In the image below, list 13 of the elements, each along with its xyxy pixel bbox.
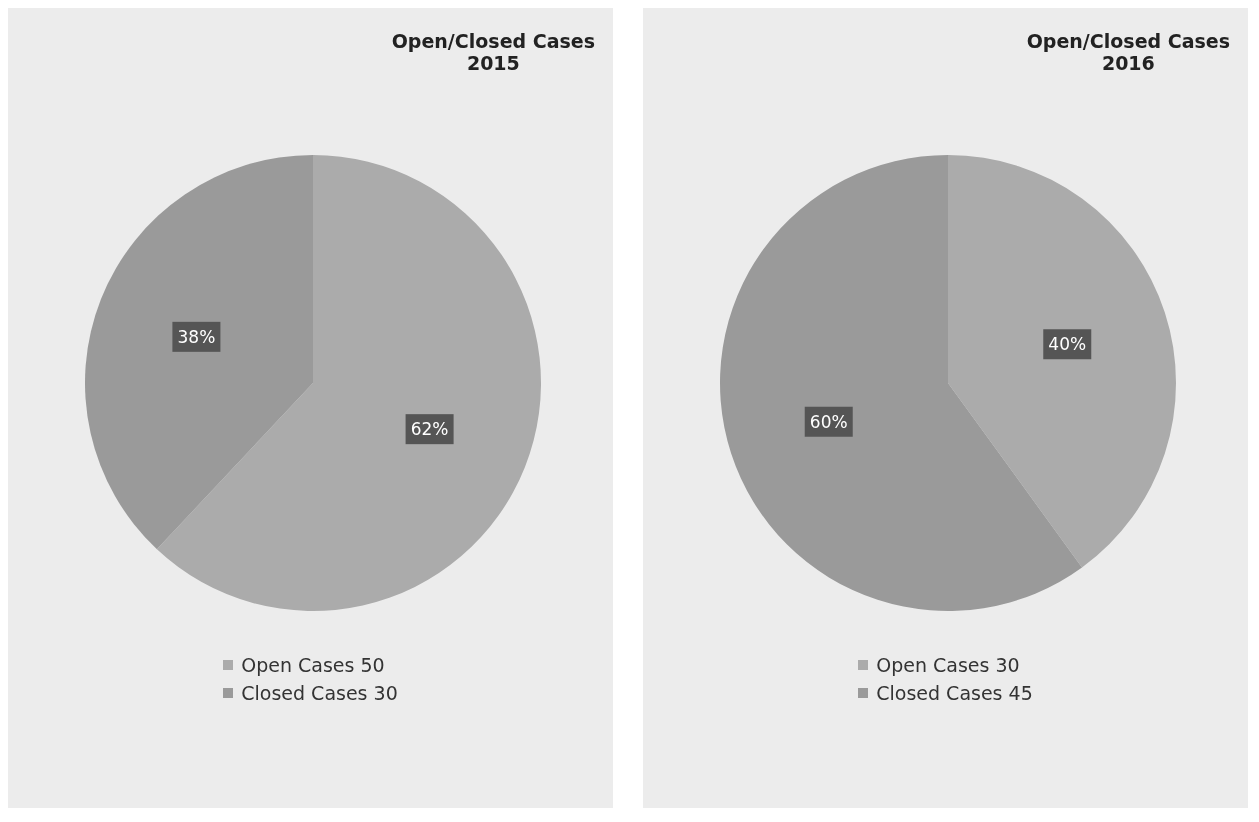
chart-title: Open/Closed Cases 2016 xyxy=(1026,30,1230,74)
pie-slice xyxy=(948,155,1176,568)
pie-slice xyxy=(156,155,541,611)
data-label: 60% xyxy=(809,411,848,432)
data-label: 62% xyxy=(410,419,449,440)
legend-label: Open Cases 30 xyxy=(876,654,1020,676)
legend-label: Closed Cases 45 xyxy=(876,682,1033,704)
chart-title: Open/Closed Cases 2015 xyxy=(391,30,595,74)
data-label: 40% xyxy=(1048,334,1087,355)
legend-label: Closed Cases 30 xyxy=(241,682,398,704)
pie-slice xyxy=(85,155,313,550)
legend-label: Open Cases 50 xyxy=(241,654,385,676)
data-label: 38% xyxy=(177,326,216,347)
